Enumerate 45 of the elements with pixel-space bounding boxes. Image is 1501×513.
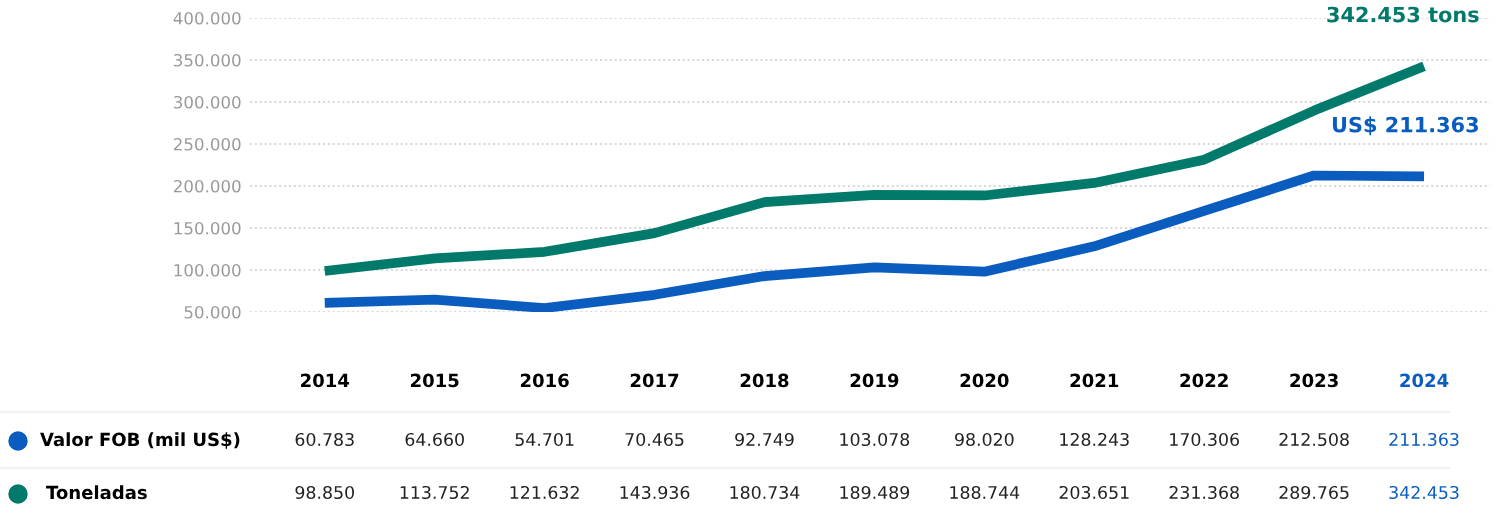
y-tick-label: 100.000: [174, 263, 241, 277]
data-label: 143.936: [620, 485, 690, 500]
x-tick-label: 2014: [301, 373, 350, 388]
y-tick-label: 150.000: [174, 221, 241, 235]
x-tick-label: 2019: [850, 373, 899, 388]
y-tick-label: 50.000: [184, 305, 241, 319]
data-label: 128.243: [1060, 432, 1129, 447]
data-label: 60.783: [295, 432, 354, 447]
data-label: 342.453: [1389, 485, 1459, 500]
data-label: 180.734: [730, 485, 800, 500]
data-label: 103.078: [840, 432, 910, 447]
x-tick-label: 2024: [1400, 373, 1449, 388]
y-tick-label: 300.000: [174, 95, 241, 109]
data-label: 211.363: [1389, 432, 1459, 447]
data-label: 189.489: [840, 485, 910, 500]
data-label: 98.020: [955, 432, 1014, 447]
y-tick-label: 200.000: [173, 179, 241, 193]
data-label: 113.752: [400, 485, 469, 500]
data-label: 231.368: [1169, 485, 1239, 500]
data-label: 64.660: [405, 432, 464, 447]
data-label: 98.850: [295, 485, 354, 500]
legend-label: Valor FOB (mil US$): [40, 432, 240, 449]
data-label: 188.744: [950, 485, 1020, 500]
data-label: 54.701: [515, 432, 574, 447]
y-tick-label: 400.000: [173, 11, 241, 25]
x-tick-label: 2018: [740, 373, 789, 388]
x-tick-label: 2016: [520, 373, 569, 388]
data-label: 121.632: [510, 485, 579, 500]
x-tick-label: 2021: [1070, 373, 1119, 388]
data-label: 289.765: [1279, 485, 1349, 500]
annotation: 342.453 tons: [1327, 6, 1479, 23]
data-label: 170.306: [1170, 432, 1239, 447]
x-tick-label: 2015: [410, 373, 459, 388]
annotation: US$ 211.363: [1332, 116, 1478, 136]
x-tick-label: 2022: [1180, 373, 1228, 388]
data-label: 212.508: [1279, 432, 1349, 447]
legend-label: Toneladas: [46, 485, 147, 500]
data-label: 203.651: [1059, 485, 1129, 500]
x-tick-label: 2017: [630, 373, 679, 388]
x-tick-label: 2020: [960, 373, 1009, 388]
x-tick-label: 2023: [1290, 373, 1338, 388]
y-tick-label: 250.000: [173, 137, 241, 151]
data-label: 92.749: [735, 432, 794, 447]
y-tick-label: 350.000: [174, 53, 241, 67]
data-label: 70.465: [625, 432, 684, 447]
